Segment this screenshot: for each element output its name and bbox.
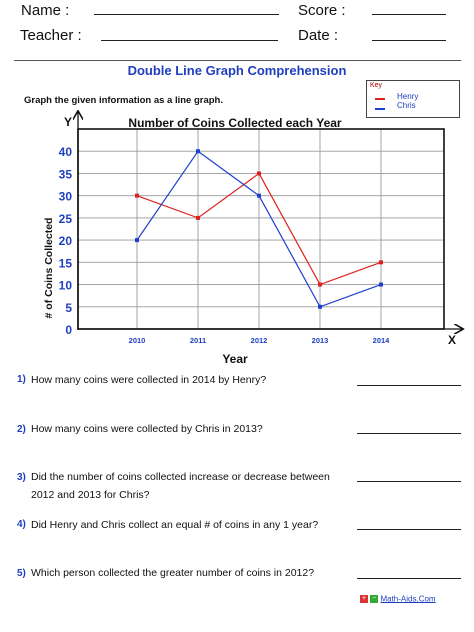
legend-swatch-chris xyxy=(375,108,385,110)
legend-swatch-henry xyxy=(375,98,385,100)
legend-label-henry: Henry xyxy=(397,92,419,101)
footer-site-text: Math-Aids.Com xyxy=(380,594,436,604)
data-point-chris xyxy=(135,238,139,243)
name-field[interactable] xyxy=(94,14,279,15)
question-3-number: 3) xyxy=(17,472,26,483)
teacher-label: Teacher : xyxy=(20,27,82,44)
legend-box: Key Henry Chris xyxy=(366,80,460,118)
legend-label-chris: Chris xyxy=(397,101,416,110)
answer-5-field[interactable] xyxy=(357,578,461,579)
data-point-henry xyxy=(318,282,322,287)
name-label: Name : xyxy=(21,2,70,19)
chart-title: Number of Coins Collected each Year xyxy=(128,116,342,130)
data-point-henry xyxy=(196,215,200,220)
data-point-chris xyxy=(257,193,261,198)
question-1-text: How many coins were collected in 2014 by… xyxy=(31,374,267,386)
legend-title: Key xyxy=(370,82,383,89)
answer-3-field[interactable] xyxy=(357,481,461,482)
y-tick-label: 0 xyxy=(65,323,72,337)
question-5-text: Which person collected the greater numbe… xyxy=(31,567,315,579)
date-label: Date : xyxy=(298,27,339,44)
score-field[interactable] xyxy=(372,14,446,15)
question-2-number: 2) xyxy=(17,424,26,435)
question-4-number: 4) xyxy=(17,519,26,530)
footer-logo: + − Math-Aids.Com xyxy=(360,594,436,603)
x-tick-label: 2010 xyxy=(129,336,146,345)
y-tick-label: 5 xyxy=(65,301,72,315)
question-5-number: 5) xyxy=(17,568,26,579)
y-tick-label: 20 xyxy=(59,234,73,248)
instruction-text: Graph the given information as a line gr… xyxy=(24,95,224,106)
y-tick-label: 35 xyxy=(59,167,73,181)
question-3-text: Did the number of coins collected increa… xyxy=(31,471,330,501)
question-2-text: How many coins were collected by Chris i… xyxy=(31,423,263,435)
y-tick-label: 40 xyxy=(59,145,73,159)
answer-2-field[interactable] xyxy=(357,433,461,434)
data-point-chris xyxy=(318,304,322,309)
y-tick-label: 10 xyxy=(59,279,73,293)
header-divider xyxy=(14,60,461,61)
x-axis-label: Year xyxy=(222,352,248,366)
plot-frame xyxy=(77,128,445,330)
teacher-field[interactable] xyxy=(101,40,278,41)
y-axis-letter: Y xyxy=(64,115,72,129)
answer-4-field[interactable] xyxy=(357,529,461,530)
score-label: Score : xyxy=(298,2,346,19)
data-point-chris xyxy=(379,282,383,287)
question-4-text: Did Henry and Chris collect an equal # o… xyxy=(31,519,319,531)
y-axis-label: # of Coins Collected xyxy=(43,218,55,319)
y-tick-label: 25 xyxy=(59,212,73,226)
y-tick-label: 30 xyxy=(59,190,73,204)
data-point-chris xyxy=(196,149,200,154)
worksheet-title: Double Line Graph Comprehension xyxy=(127,63,347,78)
minus-icon: − xyxy=(370,594,379,603)
question-1-number: 1) xyxy=(17,374,26,385)
x-tick-label: 2014 xyxy=(373,336,391,345)
date-field[interactable] xyxy=(372,40,446,41)
data-point-henry xyxy=(257,171,261,176)
x-tick-label: 2011 xyxy=(190,336,206,345)
x-tick-label: 2013 xyxy=(312,336,329,345)
x-tick-label: 2012 xyxy=(251,336,268,345)
data-point-henry xyxy=(379,260,383,265)
chart-grid xyxy=(78,129,444,329)
y-tick-label: 15 xyxy=(59,256,73,270)
plus-icon: + xyxy=(360,594,368,603)
x-axis-letter: X xyxy=(448,333,456,347)
line-chart: Number of Coins Collected each Year Y X … xyxy=(43,110,474,366)
data-point-henry xyxy=(135,193,139,198)
answer-1-field[interactable] xyxy=(357,385,461,386)
